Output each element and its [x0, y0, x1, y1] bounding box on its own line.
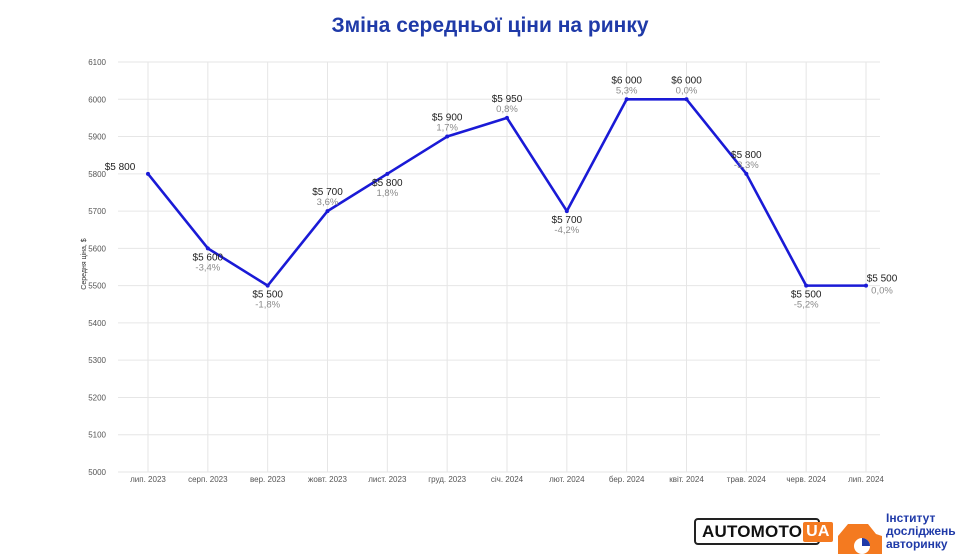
value-label: $5 500 — [791, 290, 822, 301]
change-label: 1,8% — [377, 188, 399, 199]
data-point — [564, 209, 569, 214]
x-tick-label: черв. 2024 — [786, 475, 826, 484]
value-label: $5 900 — [432, 113, 463, 124]
x-tick-label: лип. 2023 — [130, 475, 166, 484]
x-tick-label: вер. 2023 — [250, 475, 286, 484]
x-tick-label: жовт. 2023 — [308, 475, 347, 484]
grid — [118, 61, 880, 473]
automoto-logo-text: AUTOMOTO — [702, 521, 803, 541]
data-point — [505, 115, 509, 120]
data-point — [445, 134, 450, 139]
change-label: -1,8% — [255, 300, 280, 311]
data-point — [684, 97, 689, 102]
change-label: -5,2% — [794, 300, 819, 311]
x-tick-label: трав. 2024 — [727, 475, 767, 484]
change-label: 5,3% — [616, 85, 638, 96]
y-tick-label: 5100 — [88, 431, 106, 440]
value-label: $5 700 — [552, 215, 583, 226]
y-tick-label: 5200 — [88, 393, 106, 402]
data-point — [744, 171, 749, 176]
data-point — [624, 97, 629, 102]
x-tick-label: серп. 2023 — [188, 475, 228, 484]
x-axis: лип. 2023 серп. 2023 вер. 2023 жовт. 2023 ли… — [130, 475, 884, 484]
institute-logo: Інститут досліджень авторинку — [832, 508, 980, 556]
data-point — [804, 283, 809, 288]
y-tick-label: 5500 — [88, 282, 106, 291]
y-tick-label: 5900 — [88, 133, 106, 142]
automoto-logo-ua: UA — [803, 521, 833, 542]
change-label: -4,2% — [554, 225, 579, 236]
automoto-logo: AUTOMOTO UA — [694, 518, 833, 545]
change-label: 0,0% — [871, 286, 893, 297]
value-label: $5 500 — [867, 274, 898, 285]
institute-line-1: Інститут — [886, 511, 936, 525]
data-point — [146, 171, 150, 176]
value-label: $5 800 — [731, 150, 762, 161]
y-tick-label: 5300 — [88, 356, 106, 365]
y-tick-label: 5000 — [88, 468, 106, 477]
x-tick-label: квіт. 2024 — [669, 475, 704, 484]
x-tick-label: груд. 2023 — [428, 475, 466, 484]
y-tick-label: 5600 — [88, 244, 106, 253]
x-tick-label: лют. 2024 — [549, 475, 585, 484]
y-axis-label: Середня ціна, $ — [80, 238, 88, 289]
chart-title: Зміна середньої ціни на ринку — [331, 14, 649, 37]
data-point — [265, 283, 270, 288]
series — [146, 97, 868, 288]
data-point — [325, 209, 330, 214]
y-tick-label: 6000 — [88, 95, 106, 104]
value-label: $5 500 — [252, 290, 283, 301]
institute-line-3: авторинку — [886, 537, 948, 551]
value-label: $5 800 — [105, 162, 136, 173]
data-point — [864, 283, 868, 288]
value-label: $6 000 — [671, 75, 702, 86]
data-point — [385, 171, 390, 176]
data-point — [205, 246, 210, 251]
change-label: 0,8% — [496, 104, 518, 115]
institute-line-2: досліджень — [886, 524, 956, 538]
change-label: 1,7% — [436, 123, 458, 134]
change-label: -3,4% — [195, 262, 220, 273]
value-label: $6 000 — [611, 75, 642, 86]
line-chart: 5000 5100 5200 5300 5400 5500 5600 5700 5800 5900… — [80, 58, 898, 484]
y-tick-label: 6100 — [88, 58, 106, 67]
y-tick-label: 5400 — [88, 319, 106, 328]
y-tick-label: 5800 — [88, 170, 106, 179]
x-tick-label: бер. 2024 — [609, 475, 645, 484]
value-label: $5 950 — [492, 94, 523, 105]
change-label: 3,6% — [317, 197, 339, 208]
value-label: $5 700 — [312, 187, 343, 198]
value-label: $5 800 — [372, 178, 403, 189]
y-tick-label: 5700 — [88, 207, 106, 216]
data-labels: $5 800$5 600-3,4%$5 500-1,8%$5 7003,6%$5… — [105, 75, 898, 310]
y-axis: 5000 5100 5200 5300 5400 5500 5600 5700 5800 5900… — [88, 58, 106, 477]
x-tick-label: січ. 2024 — [491, 475, 524, 484]
x-tick-label: лип. 2024 — [848, 475, 884, 484]
institute-car-icon — [838, 524, 882, 554]
change-label: 0,0% — [676, 85, 698, 96]
x-tick-label: лист. 2023 — [368, 475, 407, 484]
change-label: -3,3% — [734, 160, 759, 171]
value-label: $5 600 — [193, 252, 224, 263]
